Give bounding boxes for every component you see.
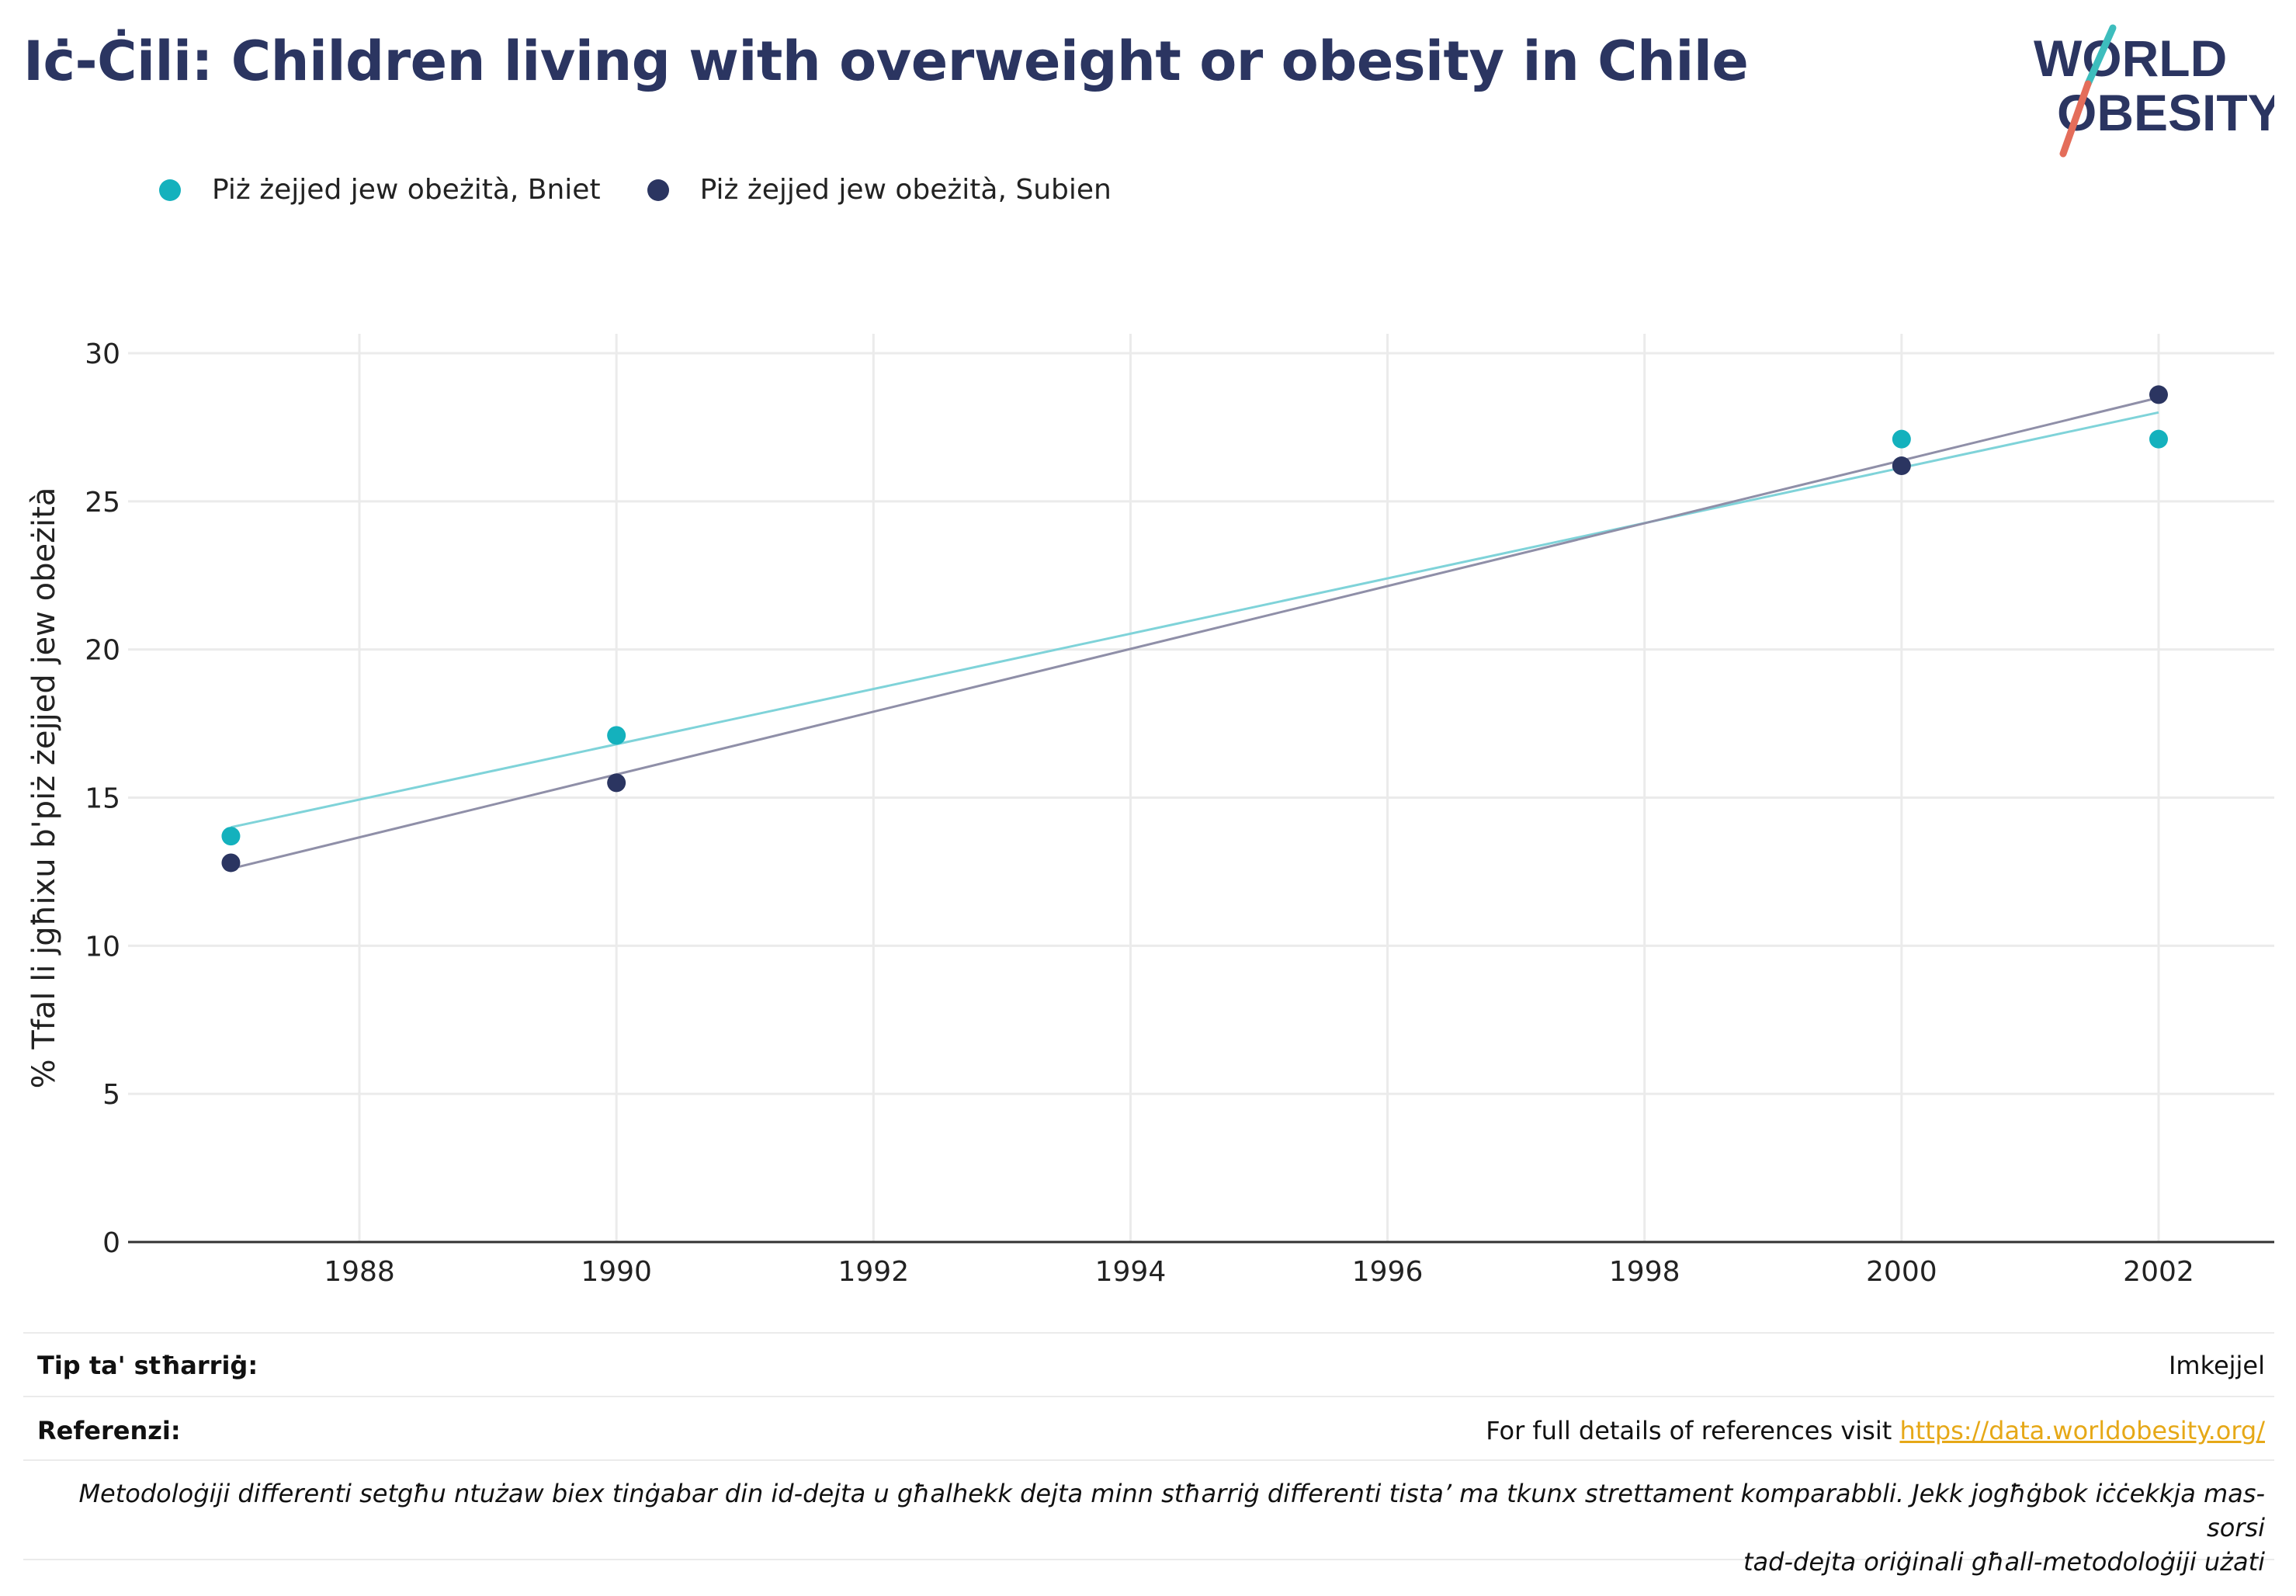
legend-dot-girls xyxy=(159,179,181,201)
x-tick-label: 1996 xyxy=(1352,1256,1424,1288)
survey-type-value: Imkejjel xyxy=(2168,1351,2265,1380)
trendline-series-1 xyxy=(231,396,2159,870)
y-tick-label: 15 xyxy=(85,783,120,815)
x-tick-label: 1990 xyxy=(581,1256,652,1288)
legend-item-girls[interactable]: Piż żejjed jew obeżità, Bniet xyxy=(159,174,601,206)
scatter-chart: 0 5 10 15 20 25 30 1988 1990 1992 1994 1996 1998 2000… xyxy=(26,334,2274,1288)
data-point-series-0 xyxy=(607,726,626,745)
data-point-series-0 xyxy=(221,827,241,846)
x-tick-label: 1988 xyxy=(324,1256,395,1288)
logo-word-2: OBESITY xyxy=(2057,84,2274,141)
legend-dot-boys xyxy=(647,179,669,201)
y-tick-label: 30 xyxy=(85,338,120,370)
footer-survey-type-row: Tip ta' stħarriġ: Imkejjel xyxy=(23,1332,2274,1397)
note-line-1: Metodoloġiji differenti setgħu ntużaw bi… xyxy=(78,1479,2265,1542)
x-tick-label: 2000 xyxy=(1866,1256,1937,1288)
chart-legend: Piż żejjed jew obeżità, Bniet Piż żejjed… xyxy=(159,174,1158,206)
references-value: For full details of references visit htt… xyxy=(1486,1416,2265,1445)
legend-label-girls: Piż żejjed jew obeżità, Bniet xyxy=(212,174,601,206)
legend-label-boys: Piż żejjed jew obeżità, Subien xyxy=(699,174,1112,206)
y-tick-label: 10 xyxy=(85,931,120,963)
data-point-series-1 xyxy=(607,773,626,793)
x-tick-label: 1998 xyxy=(1609,1256,1680,1288)
y-tick-label: 0 xyxy=(102,1227,120,1259)
legend-item-boys[interactable]: Piż żejjed jew obeżità, Subien xyxy=(647,174,1112,206)
references-link[interactable]: https://data.worldobesity.org/ xyxy=(1899,1416,2265,1445)
y-tick-label: 20 xyxy=(85,635,120,667)
references-text: For full details of references visit xyxy=(1486,1416,1900,1445)
footer-note-row: Metodoloġiji differenti setgħu ntużaw bi… xyxy=(23,1459,2274,1577)
data-point-series-0 xyxy=(1892,429,1911,449)
data-point-series-1 xyxy=(1892,456,1911,476)
world-obesity-logo: WORLD OBESITY xyxy=(2026,22,2282,161)
survey-type-label: Tip ta' stħarriġ: xyxy=(37,1351,258,1380)
note-line-2: tad-dejta oriġinali għall-metodoloġiji u… xyxy=(1743,1547,2265,1577)
trendline-series-0 xyxy=(231,411,2159,829)
logo-word-1: WORLD xyxy=(2034,29,2227,87)
data-point-series-1 xyxy=(2149,385,2168,404)
y-axis-label: % Tfal li jgħixu b'piż żejjed jew obeżit… xyxy=(26,487,62,1089)
x-tick-label: 1992 xyxy=(838,1256,909,1288)
methodology-note: Metodoloġiji differenti setgħu ntużaw bi… xyxy=(53,1476,2265,1579)
footer-references-row: Referenzi: For full details of reference… xyxy=(23,1396,2274,1461)
y-tick-label: 5 xyxy=(102,1079,120,1111)
references-label: Referenzi: xyxy=(37,1416,181,1445)
y-tick-label: 25 xyxy=(85,487,120,519)
data-point-series-0 xyxy=(2149,429,2168,449)
data-point-series-1 xyxy=(221,853,241,873)
x-tick-label: 1994 xyxy=(1095,1256,1167,1288)
page-title: Iċ-Ċili: Children living with overweight… xyxy=(23,29,1749,93)
x-tick-label: 2002 xyxy=(2123,1256,2194,1288)
